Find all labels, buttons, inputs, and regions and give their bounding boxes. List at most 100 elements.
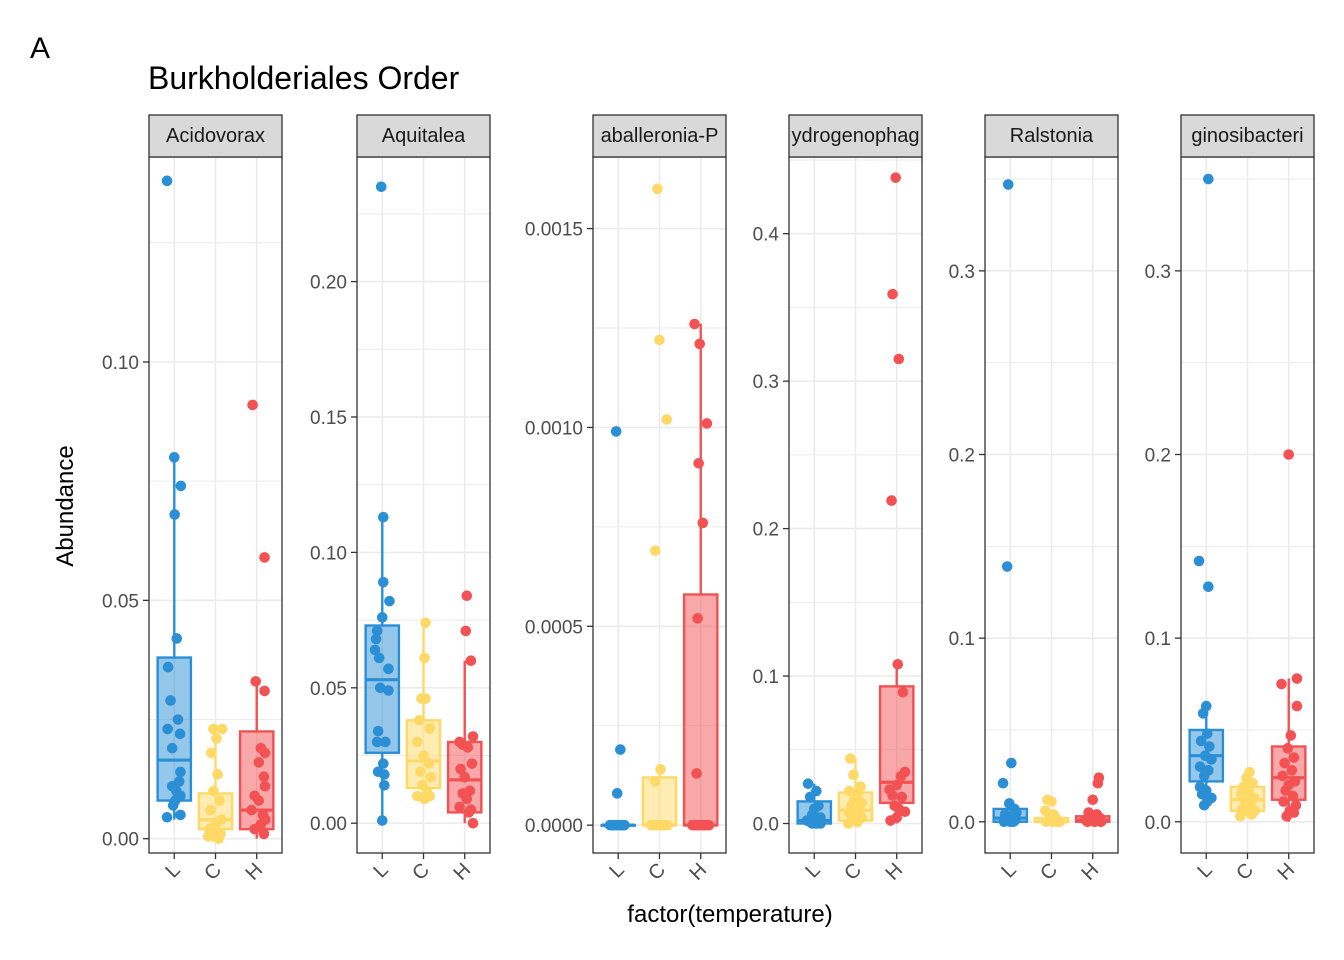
- facet-strip: [1180, 114, 1315, 158]
- data-point: [259, 747, 271, 759]
- data-point: [654, 334, 665, 346]
- data-point: [258, 771, 270, 783]
- facet-strip-label: ginosibacteri: [1191, 125, 1303, 147]
- y-tick-label: 0.2: [1145, 445, 1171, 466]
- data-point: [424, 723, 435, 734]
- y-tick-label: 0.0015: [525, 220, 583, 241]
- data-point: [692, 613, 703, 624]
- data-point: [1202, 728, 1213, 739]
- data-point: [1095, 816, 1107, 828]
- data-point: [844, 785, 855, 797]
- data-point: [661, 414, 673, 425]
- data-point: [1279, 757, 1290, 769]
- data-point: [161, 175, 173, 187]
- y-tick-label: 0.0: [753, 815, 779, 836]
- data-point: [1203, 173, 1214, 185]
- data-point: [455, 763, 466, 775]
- data-point: [815, 818, 826, 829]
- data-point: [1204, 741, 1215, 752]
- data-point: [885, 815, 896, 826]
- data-point: [379, 779, 390, 791]
- data-point: [899, 806, 911, 818]
- data-point: [1276, 678, 1287, 690]
- y-tick-label: 0.0010: [525, 418, 583, 439]
- data-point: [655, 764, 666, 775]
- data-point: [418, 750, 429, 761]
- data-point: [842, 818, 854, 829]
- x-tick-label: C: [408, 859, 434, 885]
- data-point: [378, 576, 389, 588]
- data-point: [213, 833, 224, 844]
- data-point: [662, 819, 674, 831]
- data-point: [250, 676, 261, 687]
- data-point: [419, 652, 430, 664]
- data-point: [379, 769, 390, 780]
- data-layer: [796, 172, 915, 829]
- facet-panel: ginosibacteri 0.0 0.1 0.2 0.3 L C H: [1145, 114, 1315, 885]
- x-tick-label: L: [1193, 859, 1216, 882]
- data-point: [1287, 790, 1299, 802]
- panel-label: A: [30, 32, 50, 65]
- data-point: [896, 791, 908, 803]
- data-point: [1234, 810, 1246, 822]
- data-point: [412, 736, 423, 748]
- y-tick-label: 0.1: [1145, 629, 1171, 650]
- y-tick-label: 0.10: [102, 353, 139, 374]
- data-point: [212, 769, 223, 780]
- data-point: [1291, 700, 1303, 712]
- data-point: [1087, 794, 1099, 806]
- data-point: [1198, 799, 1210, 811]
- data-point: [1280, 785, 1291, 796]
- y-tick-label: 0.20: [310, 273, 347, 294]
- data-point: [1203, 581, 1214, 593]
- data-point: [258, 828, 270, 840]
- facet-panel: Ralstonia 0.0 0.1 0.2 0.3 L C H: [949, 114, 1119, 885]
- x-tick-label: L: [801, 859, 824, 882]
- data-point: [852, 816, 863, 828]
- y-tick-label: 0.4: [753, 225, 780, 246]
- data-point: [467, 731, 479, 742]
- data-point: [893, 353, 905, 365]
- data-point: [249, 823, 260, 835]
- y-tick-label: 0.3: [1145, 262, 1171, 283]
- data-point: [424, 790, 435, 802]
- facet-strip: [984, 114, 1119, 158]
- y-tick-label: 0.3: [753, 372, 779, 393]
- x-tick-label: C: [644, 859, 670, 885]
- data-point: [414, 714, 425, 726]
- data-point: [454, 801, 465, 813]
- facet-strip-label: Ralstonia: [1010, 125, 1094, 147]
- data-point: [689, 318, 700, 330]
- data-point: [420, 617, 431, 629]
- data-point: [694, 338, 705, 350]
- data-point: [378, 511, 389, 523]
- data-layer: [1188, 173, 1307, 822]
- data-point: [374, 682, 386, 694]
- data-point: [895, 771, 907, 782]
- data-point: [1283, 449, 1295, 460]
- data-point: [1001, 561, 1013, 572]
- data-point: [1054, 816, 1066, 828]
- data-point: [370, 633, 382, 645]
- data-point: [166, 742, 178, 754]
- facet-panel: Acidovorax 0.00 0.05 0.10 L C H: [102, 114, 283, 885]
- y-tick-label: 0.00: [310, 814, 347, 835]
- data-point: [375, 181, 387, 193]
- y-tick-label: 0.2: [949, 445, 975, 466]
- data-point: [887, 288, 898, 300]
- data-point: [1291, 673, 1303, 684]
- data-point: [1082, 816, 1093, 828]
- data-point: [383, 663, 394, 675]
- y-tick-label: 0.3: [949, 262, 975, 283]
- data-point: [423, 758, 434, 769]
- data-point: [202, 831, 214, 842]
- y-tick-label: 0.05: [310, 679, 347, 700]
- facet-strip-label: aballeronia-P: [601, 125, 719, 147]
- y-tick-label: 0.10: [310, 543, 347, 564]
- data-point: [162, 723, 173, 735]
- data-point: [246, 804, 257, 816]
- data-point: [211, 733, 222, 744]
- facet-panel: Aquitalea 0.00 0.05 0.10 0.15 0.20 L C H: [310, 114, 491, 885]
- data-point: [693, 457, 704, 469]
- data-point: [208, 785, 219, 797]
